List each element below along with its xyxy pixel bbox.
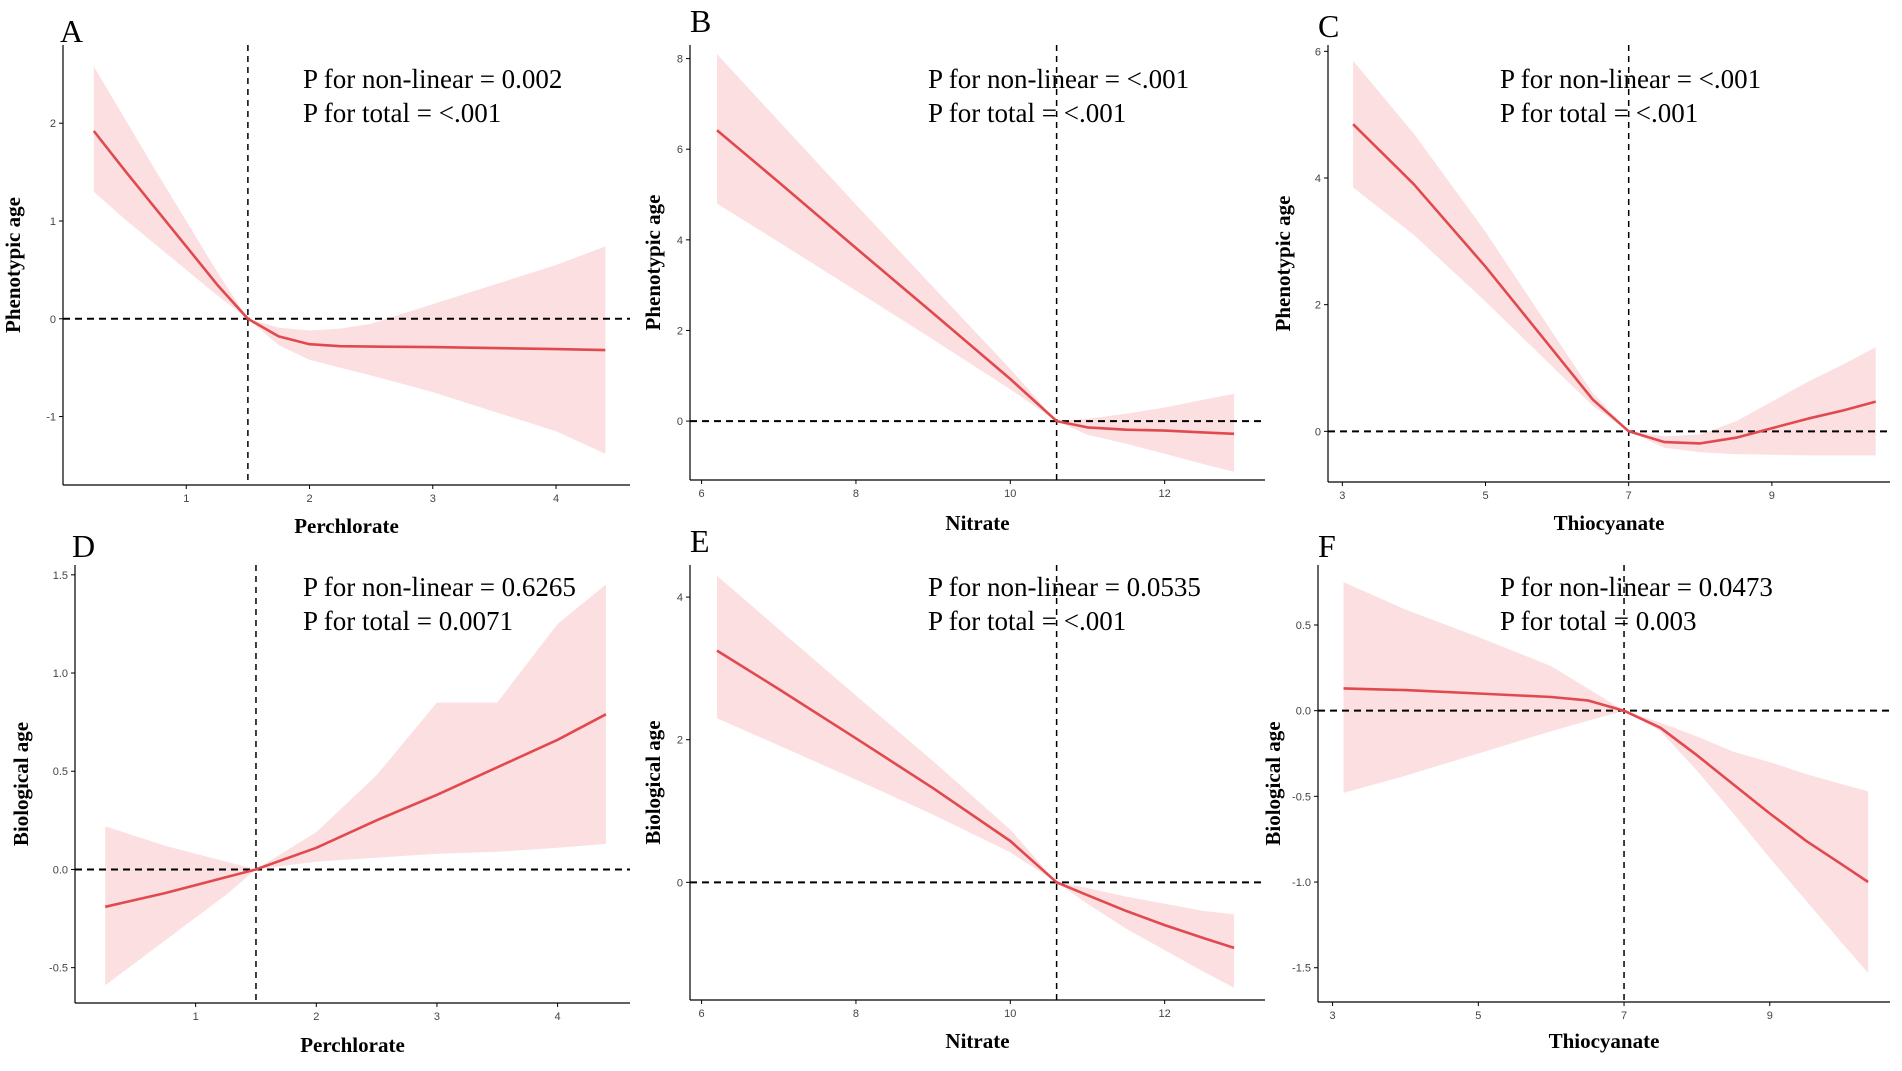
p-value-annotation: P for total = <.001 [928,606,1126,636]
y-axis-label: Biological age [9,722,33,846]
y-tick-label: -0.5 [1292,791,1311,803]
x-tick-label: 2 [313,1011,319,1023]
x-tick-label: 10 [1004,488,1016,500]
estimate-curve [716,649,1235,950]
y-tick-label: 0 [1315,426,1321,438]
y-tick-label: 6 [1315,46,1321,58]
p-value-annotation: P for non-linear = 0.0535 [928,572,1201,602]
x-tick-label: 4 [553,493,559,505]
x-tick-label: 1 [193,1011,199,1023]
panel-letter: F [1318,528,1336,564]
x-tick-label: 12 [1159,488,1171,500]
x-tick-label: 4 [555,1011,561,1023]
y-tick-label: 1 [50,216,56,228]
x-axis-label: Thiocyanate [1554,511,1665,535]
p-value-annotation: P for total = <.001 [303,98,501,128]
y-tick-label: 6 [677,144,683,156]
x-tick-label: 3 [430,493,436,505]
y-axis-label: Phenotypic age [641,195,665,331]
confidence-band [1343,582,1869,973]
y-tick-label: 4 [677,235,683,247]
panel-c: 3 5 7 9 0 2 4 6 Thiocyanate Phenotypic age C P for … [1271,8,1890,535]
y-axis-label: Biological age [641,720,665,844]
panel-b: 6 8 10 12 0 2 4 6 8 Nitrate Phenotypic age B P for n… [641,3,1265,535]
x-tick-label: 3 [1339,490,1345,502]
confidence-band [717,575,1235,988]
y-tick-label: 1.5 [53,570,68,582]
x-tick-label: 7 [1626,490,1632,502]
estimate-curve [104,713,607,909]
panel-letter: B [690,3,711,39]
panel-letter: E [690,523,710,559]
x-axis-label: Perchlorate [294,514,399,538]
x-tick-label: 7 [1621,1010,1627,1022]
y-tick-label: 0 [677,877,683,889]
y-tick-label: 4 [677,592,683,604]
panel-letter: C [1318,8,1339,44]
estimate-curve [1343,687,1869,884]
y-tick-label: 2 [1315,300,1321,312]
y-tick-label: 0.5 [53,766,68,778]
x-axis-label: Nitrate [945,1029,1009,1053]
estimate-curve [1352,123,1877,445]
panel-letter: A [60,13,83,49]
x-tick-label: 12 [1159,1008,1171,1020]
x-tick-label: 10 [1004,1008,1016,1020]
y-tick-label: 2 [677,735,683,747]
x-axis-label: Perchlorate [300,1033,405,1057]
x-tick-label: 3 [1330,1010,1336,1022]
p-value-annotation: P for total = <.001 [928,98,1126,128]
y-axis-label: Phenotypic age [1,197,25,333]
p-value-annotation: P for total = <.001 [1500,98,1698,128]
y-tick-label: 2 [50,118,56,130]
x-tick-label: 6 [699,488,705,500]
y-tick-label: 0 [50,314,56,326]
x-tick-label: 6 [699,1008,705,1020]
confidence-band [93,66,606,454]
y-axis-label: Phenotypic age [1271,196,1295,332]
y-tick-label: 0.5 [1296,620,1311,632]
y-tick-label: 4 [1315,173,1321,185]
estimate-curve [716,129,1235,436]
x-tick-label: 8 [853,488,859,500]
panel-a: 1 2 3 4 -1 0 1 2 Perchlorate Phenotypic age A P for… [1,13,630,538]
confidence-band [105,584,606,986]
estimate-curve [92,130,606,352]
x-tick-label: 3 [434,1011,440,1023]
y-axis-label: Biological age [1261,721,1285,845]
x-tick-label: 9 [1769,490,1775,502]
x-tick-label: 5 [1482,490,1488,502]
y-tick-label: -1.5 [1292,963,1311,975]
y-tick-label: -1 [46,412,56,424]
x-tick-label: 2 [306,493,312,505]
p-value-annotation: P for non-linear = 0.002 [303,64,562,94]
y-tick-label: 0.0 [53,864,68,876]
panel-d: 1 2 3 4 -0.5 0.0 0.5 1.0 1.5 Perchlorate Biologica… [9,528,630,1057]
y-tick-label: 1.0 [53,668,68,680]
p-value-annotation: P for total = 0.0071 [303,606,513,636]
p-value-annotation: P for non-linear = 0.6265 [303,572,576,602]
p-value-annotation: P for non-linear = <.001 [1500,64,1761,94]
y-tick-label: 0 [677,416,683,428]
x-tick-label: 1 [183,493,189,505]
y-tick-label: -0.5 [49,963,68,975]
p-value-annotation: P for total = 0.003 [1500,606,1696,636]
x-tick-label: 5 [1475,1010,1481,1022]
panel-letter: D [72,528,95,564]
p-value-annotation: P for non-linear = <.001 [928,64,1189,94]
x-axis-label: Nitrate [945,511,1009,535]
x-axis-label: Thiocyanate [1549,1029,1660,1053]
confidence-band [717,54,1235,472]
y-tick-label: 0.0 [1296,706,1311,718]
y-tick-label: -1.0 [1292,877,1311,889]
p-value-annotation: P for non-linear = 0.0473 [1500,572,1773,602]
y-tick-label: 2 [677,325,683,337]
panel-f: 3 5 7 9 -1.5 -1.0 -0.5 0.0 0.5 Thiocyanate Biologi… [1261,528,1890,1053]
panel-e: 6 8 10 12 0 2 4 Nitrate Biological age E P for non… [641,523,1265,1053]
x-tick-label: 8 [853,1008,859,1020]
x-tick-label: 9 [1767,1010,1773,1022]
y-tick-label: 8 [677,54,683,66]
